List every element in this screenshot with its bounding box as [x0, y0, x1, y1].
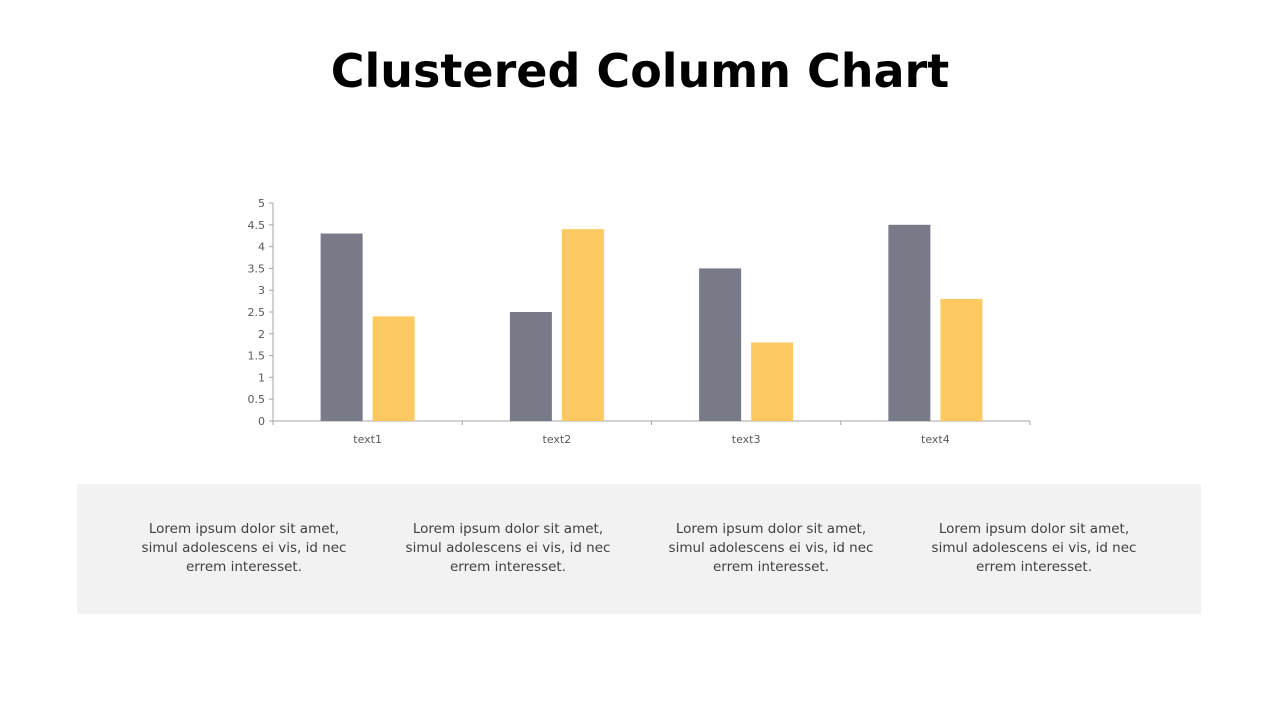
x-tick-label: text1 — [353, 433, 382, 446]
y-tick-label: 5 — [258, 197, 265, 210]
y-tick-label: 1.5 — [248, 350, 266, 363]
y-tick-label: 3 — [258, 284, 265, 297]
x-tick-label: text2 — [543, 433, 572, 446]
description-text-3: Lorem ipsum dolor sit amet, simul adoles… — [668, 521, 874, 575]
description-text-4: Lorem ipsum dolor sit amet, simul adoles… — [931, 521, 1137, 575]
bars — [320, 224, 983, 421]
bar-series-2-text3 — [751, 342, 794, 421]
y-tick-label: 0 — [258, 415, 265, 428]
y-tick-label: 2.5 — [248, 306, 266, 319]
bar-series-2-text2 — [561, 229, 604, 421]
description-text-1: Lorem ipsum dolor sit amet, simul adoles… — [141, 521, 347, 575]
y-tick-label: 1 — [258, 371, 265, 384]
bar-series-1-text2 — [509, 312, 552, 421]
page-title: Clustered Column Chart — [330, 44, 950, 98]
y-tick-label: 4 — [258, 241, 265, 254]
x-tick-label: text4 — [921, 433, 950, 446]
y-tick-label: 3.5 — [248, 262, 266, 275]
y-tick-label: 2 — [258, 328, 265, 341]
description-text-2: Lorem ipsum dolor sit amet, simul adoles… — [405, 521, 611, 575]
bar-series-1-text1 — [320, 233, 363, 421]
bar-series-2-text4 — [940, 298, 983, 421]
bar-series-2-text1 — [372, 316, 415, 421]
y-tick-label: 0.5 — [248, 393, 266, 406]
y-axis: 0 0.5 1 1.5 2 2.5 3 3.5 4 4.5 5 — [248, 197, 274, 428]
y-tick-label: 4.5 — [248, 219, 266, 232]
description-panel: Lorem ipsum dolor sit amet, simul adoles… — [77, 484, 1201, 614]
bar-series-1-text3 — [699, 268, 742, 421]
bar-series-1-text4 — [888, 224, 931, 421]
x-tick-label: text3 — [732, 433, 761, 446]
x-axis: text1 text2 text3 text4 — [272, 420, 1031, 446]
